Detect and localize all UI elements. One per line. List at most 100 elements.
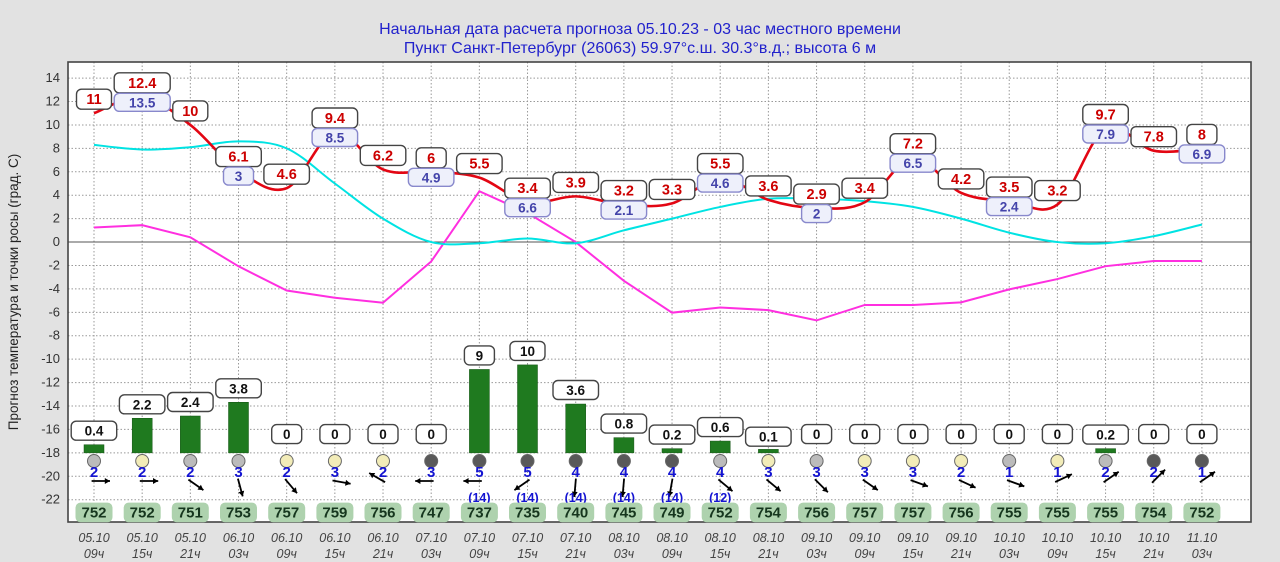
svg-text:2: 2 xyxy=(957,464,965,481)
svg-text:-2: -2 xyxy=(48,258,60,273)
svg-text:745: 745 xyxy=(611,505,636,522)
svg-text:8: 8 xyxy=(53,140,60,155)
svg-text:05.10: 05.10 xyxy=(127,531,158,545)
svg-text:2: 2 xyxy=(53,211,60,226)
svg-text:-20: -20 xyxy=(41,468,60,483)
svg-text:4: 4 xyxy=(53,187,60,202)
svg-text:4.6: 4.6 xyxy=(711,176,730,191)
svg-text:0.2: 0.2 xyxy=(1096,428,1115,443)
svg-text:-14: -14 xyxy=(41,398,60,413)
svg-text:-4: -4 xyxy=(48,281,60,296)
svg-text:754: 754 xyxy=(1141,505,1167,522)
svg-text:1: 1 xyxy=(1005,464,1013,481)
svg-text:08.10: 08.10 xyxy=(753,531,784,545)
svg-text:09ч: 09ч xyxy=(277,547,298,561)
svg-text:21ч: 21ч xyxy=(565,547,587,561)
svg-text:08.10: 08.10 xyxy=(705,531,736,545)
svg-text:3.9: 3.9 xyxy=(566,175,586,191)
svg-text:3.4: 3.4 xyxy=(517,181,537,197)
svg-text:Начальная дата расчета прогноз: Начальная дата расчета прогноза 05.10.23… xyxy=(379,21,901,38)
svg-text:0: 0 xyxy=(427,427,435,442)
svg-text:759: 759 xyxy=(322,505,347,522)
svg-text:07.10: 07.10 xyxy=(416,531,447,545)
svg-text:03ч: 03ч xyxy=(999,547,1020,561)
svg-text:756: 756 xyxy=(804,505,829,522)
svg-text:6: 6 xyxy=(53,164,60,179)
svg-text:09.10: 09.10 xyxy=(801,531,832,545)
svg-text:10.10: 10.10 xyxy=(1138,531,1169,545)
svg-text:4.6: 4.6 xyxy=(277,167,297,183)
svg-text:06.10: 06.10 xyxy=(271,531,302,545)
svg-text:0.8: 0.8 xyxy=(615,417,634,432)
svg-text:09.10: 09.10 xyxy=(849,531,880,545)
svg-text:09ч: 09ч xyxy=(855,547,876,561)
svg-text:21ч: 21ч xyxy=(950,547,972,561)
svg-text:-12: -12 xyxy=(41,375,60,390)
svg-text:0.1: 0.1 xyxy=(759,430,778,445)
svg-text:Прогноз температура и точки ро: Прогноз температура и точки росы (град. … xyxy=(6,154,21,431)
svg-text:0: 0 xyxy=(1150,427,1158,442)
svg-text:3.2: 3.2 xyxy=(1047,184,1067,200)
svg-text:5.5: 5.5 xyxy=(469,157,489,173)
svg-text:21ч: 21ч xyxy=(372,547,394,561)
svg-text:752: 752 xyxy=(81,505,106,522)
svg-text:0: 0 xyxy=(1198,427,1206,442)
svg-text:11.10: 11.10 xyxy=(1187,531,1217,545)
svg-text:740: 740 xyxy=(563,505,588,522)
svg-text:6.1: 6.1 xyxy=(228,150,248,166)
svg-text:9.4: 9.4 xyxy=(325,111,345,127)
svg-text:735: 735 xyxy=(515,505,540,522)
svg-text:0.6: 0.6 xyxy=(711,420,730,435)
svg-text:3.4: 3.4 xyxy=(855,181,875,197)
svg-text:4.9: 4.9 xyxy=(422,170,441,185)
svg-text:0: 0 xyxy=(1054,427,1062,442)
svg-text:0: 0 xyxy=(909,427,917,442)
svg-text:2: 2 xyxy=(283,464,291,481)
svg-text:09.10: 09.10 xyxy=(945,531,976,545)
svg-text:09ч: 09ч xyxy=(1047,547,1068,561)
svg-text:3: 3 xyxy=(764,464,772,481)
svg-text:10.10: 10.10 xyxy=(1090,531,1121,545)
svg-text:07.10: 07.10 xyxy=(464,531,495,545)
svg-text:21ч: 21ч xyxy=(179,547,201,561)
svg-text:0: 0 xyxy=(331,427,339,442)
svg-text:757: 757 xyxy=(274,505,299,522)
svg-text:-6: -6 xyxy=(48,304,60,319)
svg-text:3.8: 3.8 xyxy=(229,381,248,396)
svg-text:15ч: 15ч xyxy=(710,547,731,561)
svg-text:0: 0 xyxy=(283,427,291,442)
svg-text:10.10: 10.10 xyxy=(994,531,1025,545)
svg-text:15ч: 15ч xyxy=(903,547,924,561)
svg-text:09.10: 09.10 xyxy=(897,531,928,545)
svg-text:2: 2 xyxy=(186,464,194,481)
svg-text:3.3: 3.3 xyxy=(662,182,682,198)
svg-text:-18: -18 xyxy=(41,445,60,460)
svg-text:9: 9 xyxy=(476,348,484,363)
svg-text:8: 8 xyxy=(1198,127,1206,143)
svg-text:07.10: 07.10 xyxy=(512,531,543,545)
svg-text:755: 755 xyxy=(1093,505,1118,522)
svg-text:10: 10 xyxy=(182,104,198,120)
svg-text:08.10: 08.10 xyxy=(608,531,639,545)
svg-text:21ч: 21ч xyxy=(1143,547,1165,561)
svg-text:753: 753 xyxy=(226,505,251,522)
svg-text:6.9: 6.9 xyxy=(1193,147,1212,162)
svg-text:09ч: 09ч xyxy=(84,547,105,561)
svg-text:0: 0 xyxy=(53,234,60,249)
svg-text:2.1: 2.1 xyxy=(615,203,634,218)
svg-text:3: 3 xyxy=(812,464,820,481)
svg-text:10.10: 10.10 xyxy=(1042,531,1073,545)
svg-text:751: 751 xyxy=(178,505,203,522)
svg-text:09ч: 09ч xyxy=(469,547,490,561)
svg-text:2: 2 xyxy=(138,464,146,481)
svg-text:06.10: 06.10 xyxy=(223,531,254,545)
svg-text:9.7: 9.7 xyxy=(1096,108,1116,124)
svg-text:15ч: 15ч xyxy=(132,547,153,561)
svg-text:3: 3 xyxy=(331,464,339,481)
svg-text:747: 747 xyxy=(419,505,444,522)
svg-text:0.2: 0.2 xyxy=(663,428,682,443)
svg-text:8.5: 8.5 xyxy=(326,131,345,146)
svg-text:0: 0 xyxy=(1005,427,1013,442)
svg-text:2: 2 xyxy=(813,207,821,222)
svg-text:-8: -8 xyxy=(48,328,60,343)
